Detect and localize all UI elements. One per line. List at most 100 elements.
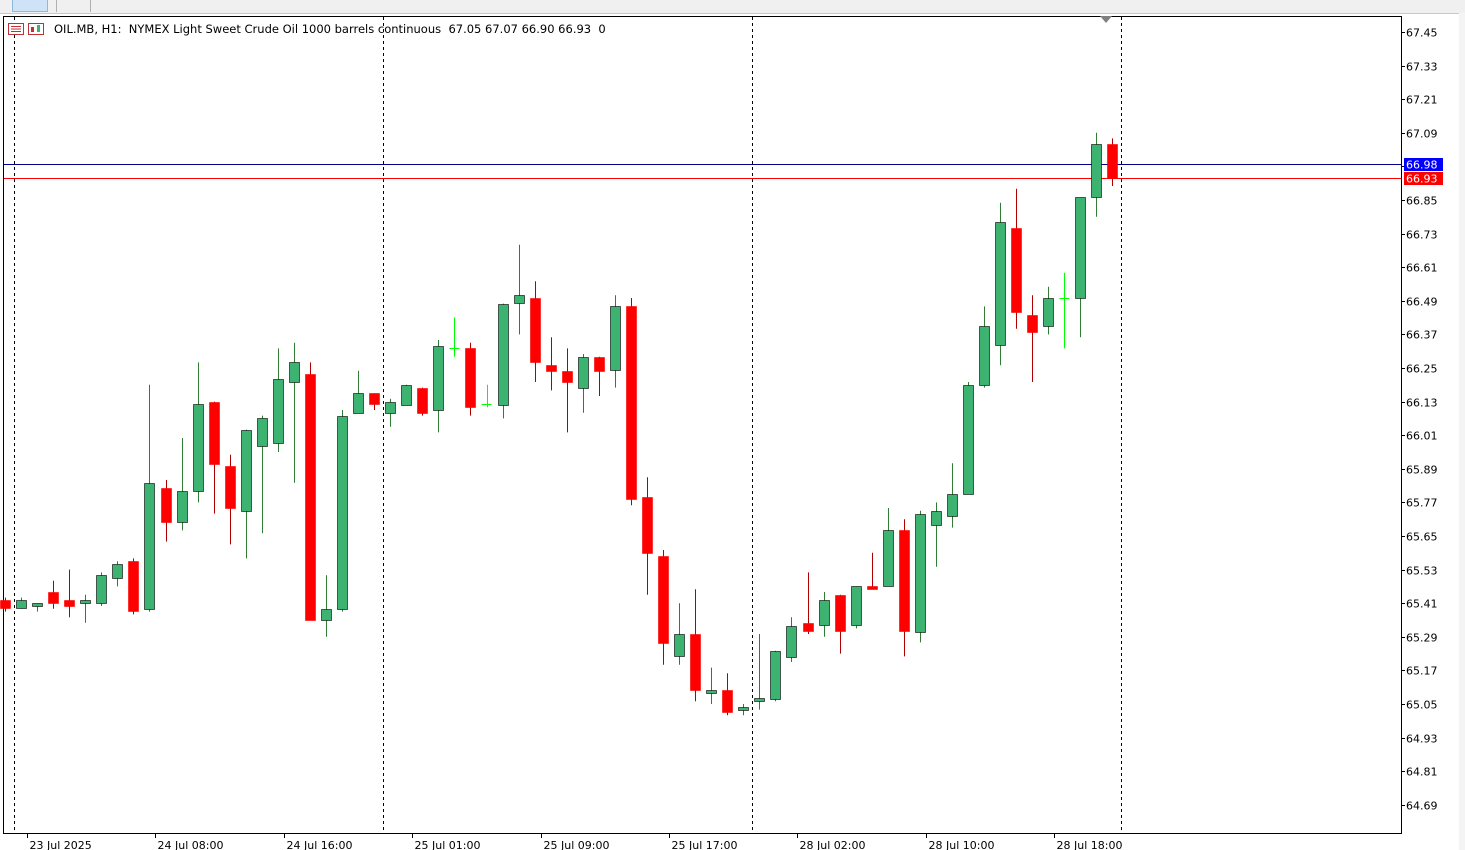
candle (1043, 286, 1054, 335)
time-tick-label: 25 Jul 09:00 (544, 839, 610, 850)
candle (851, 586, 862, 629)
price-tick-label: 65.17 (1406, 665, 1438, 678)
candle (1075, 197, 1086, 338)
candle (305, 362, 316, 621)
candle (514, 244, 525, 335)
price-tick-label: 64.93 (1406, 733, 1438, 746)
candle-body (465, 348, 476, 408)
candle (353, 370, 364, 414)
price-lines (4, 164, 1401, 179)
candle (161, 480, 172, 542)
time-scale[interactable]: 23 Jul 2025 24 Jul 08:00 24 Jul 16:00 25 Ju… (27, 833, 1123, 850)
candle-body (289, 362, 300, 383)
candle (369, 393, 380, 410)
candle (385, 398, 396, 427)
candle-body (931, 511, 942, 526)
chart-shift-marker-icon[interactable] (1100, 16, 1112, 23)
candle-body (225, 466, 236, 509)
candle-body (144, 483, 155, 610)
candle-body (1043, 298, 1054, 327)
candle-body (803, 623, 814, 632)
time-tick-label: 25 Jul 01:00 (415, 839, 481, 850)
time-tick-label: 28 Jul 10:00 (929, 839, 995, 850)
chart-window-icon[interactable] (28, 23, 44, 35)
candle (193, 362, 204, 503)
candle-body (947, 494, 958, 517)
candle-body (530, 298, 541, 363)
candle (1027, 295, 1038, 382)
candle (578, 354, 589, 413)
price-scale[interactable]: 67.4567.3367.2167.0966.9766.8566.7366.61… (1401, 27, 1438, 813)
candle-body (16, 600, 27, 609)
price-tick-label: 65.65 (1406, 531, 1438, 544)
candle (770, 650, 781, 702)
candle-body (64, 600, 75, 607)
candle-body (642, 497, 653, 554)
candle (658, 550, 669, 665)
candle (144, 384, 155, 612)
candle-body (128, 561, 139, 612)
ask-price-badge (1404, 158, 1443, 171)
candle-body (1011, 228, 1022, 313)
candle (1107, 138, 1118, 186)
toolbar-crosshair-button[interactable] (12, 0, 48, 12)
candle-body (594, 357, 605, 372)
price-tick-label: 65.53 (1406, 565, 1438, 578)
candle-body (899, 530, 910, 632)
candle (626, 298, 637, 506)
chart-toolbar (0, 0, 1465, 14)
bid-price-badge (1404, 172, 1443, 185)
candle-body (96, 575, 107, 604)
candle-body (112, 564, 123, 579)
candle (995, 202, 1006, 366)
candle (257, 415, 268, 534)
candle-body (867, 586, 878, 590)
candle-body (835, 595, 846, 632)
day-separators (14, 17, 1122, 833)
candle (803, 572, 814, 634)
tick-volume: 0 (598, 22, 606, 36)
candle (417, 387, 428, 416)
candle-body (1091, 144, 1102, 198)
candle (835, 594, 846, 654)
price-tick-label: 66.37 (1406, 329, 1438, 342)
candle (899, 519, 910, 657)
price-tick-label: 66.25 (1406, 363, 1438, 376)
price-tick-label: 65.29 (1406, 632, 1438, 645)
candle-body (1027, 315, 1038, 333)
candle-body (915, 514, 926, 633)
chart-header-text: OIL.MB, H1: NYMEX Light Sweet Crude Oil … (54, 22, 606, 36)
candle-body (321, 609, 332, 621)
candle (241, 429, 252, 559)
time-tick-label: 23 Jul 2025 (30, 839, 92, 850)
candle (481, 384, 492, 408)
timeframe: H1: (101, 22, 122, 36)
candle-body (819, 600, 830, 626)
candle (1011, 188, 1022, 329)
time-tick-label: 28 Jul 18:00 (1057, 839, 1123, 850)
candle (1059, 272, 1070, 349)
candle (1091, 132, 1102, 217)
candle (209, 401, 220, 514)
candle (546, 337, 557, 391)
candle-body (514, 295, 525, 304)
candle (963, 382, 974, 495)
side-strip (1459, 13, 1465, 850)
candle-body (658, 556, 669, 644)
candle-body (273, 379, 284, 444)
candle-body (1107, 144, 1118, 179)
candle-body (995, 222, 1006, 346)
bid-price-label: 66.93 (1406, 173, 1438, 186)
candle-body (963, 385, 974, 495)
candle-body (161, 488, 172, 523)
candle-body (674, 634, 685, 657)
price-tick-label: 64.81 (1406, 766, 1438, 779)
price-tick-label: 66.73 (1406, 229, 1438, 242)
candle (273, 348, 284, 452)
candle (128, 558, 139, 615)
candle-body (754, 698, 765, 702)
chart-list-icon[interactable] (8, 23, 24, 35)
candle (594, 356, 605, 396)
price-tick-label: 65.41 (1406, 598, 1438, 611)
